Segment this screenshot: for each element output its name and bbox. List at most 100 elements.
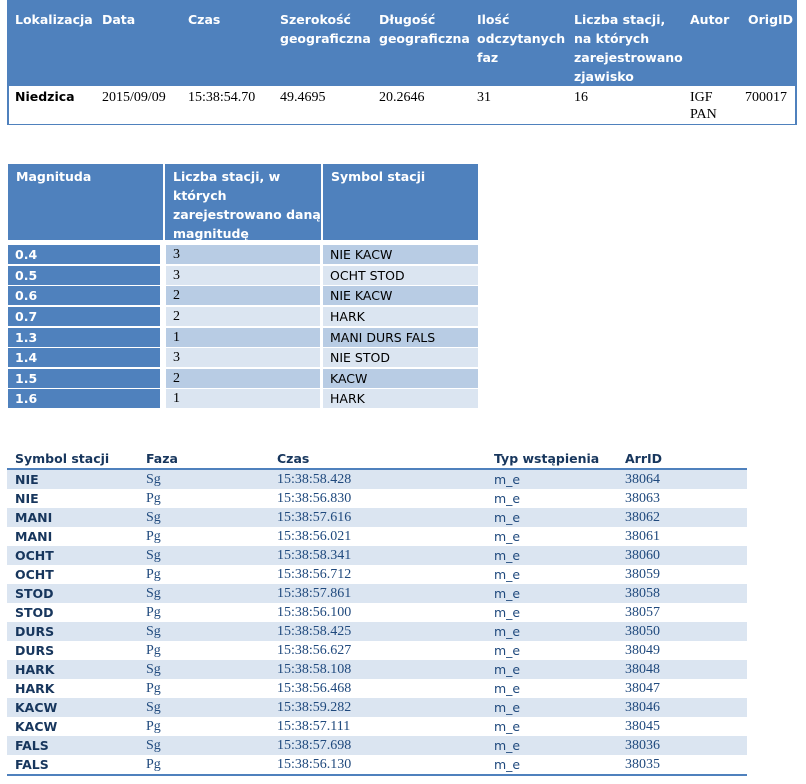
phase: Sg	[146, 586, 161, 601]
header-czas-arr: Czas	[277, 451, 310, 466]
arr-id: 38061	[625, 529, 660, 544]
magnitude-row: 1.6 1 HARK	[8, 389, 478, 408]
station-count: 1	[166, 328, 320, 347]
arrival-row: DURS Sg 15:38:58.425 m_e 38050	[7, 622, 747, 641]
station-symbols: NIE KACW	[323, 245, 478, 264]
arrival-row: FALS Sg 15:38:57.698 m_e 38036	[7, 736, 747, 755]
magnitude-row: 0.5 3 OCHT STOD	[8, 266, 478, 285]
station-symbol: NIE	[15, 472, 39, 487]
header-cell-magnituda: Magnituda	[8, 164, 163, 240]
station-symbol: FALS	[15, 738, 49, 753]
header-dlugosc: Długość geograficzna	[379, 12, 470, 46]
arrival-row: STOD Sg 15:38:57.861 m_e 38058	[7, 584, 747, 603]
arr-id: 38062	[625, 510, 660, 525]
station-symbols: NIE KACW	[323, 286, 478, 305]
station-symbol: STOD	[15, 586, 54, 601]
magnitude-header: Magnituda Liczba stacji, w których zarej…	[8, 164, 478, 241]
station-symbol: KACW	[15, 700, 58, 715]
magnitude-value: 1.3	[8, 328, 160, 347]
onset-type: m_e	[494, 472, 521, 487]
arr-id: 38036	[625, 738, 660, 753]
arrival-row: MANI Pg 15:38:56.021 m_e 38061	[7, 527, 747, 546]
arrival-time: 15:38:56.830	[277, 491, 352, 506]
station-symbol: DURS	[15, 624, 55, 639]
station-symbol: MANI	[15, 510, 53, 525]
station-symbol: NIE	[15, 491, 39, 506]
onset-type: m_e	[494, 586, 521, 601]
arrival-time: 15:38:56.468	[277, 681, 352, 696]
cell-lokalizacja: Niedzica	[15, 89, 75, 104]
header-czas: Czas	[188, 12, 221, 27]
phase: Sg	[146, 472, 161, 487]
arrivals-bottom-rule	[7, 774, 747, 776]
header-autor: Autor	[690, 12, 730, 27]
magnitude-value: 1.5	[8, 369, 160, 388]
arrival-row: OCHT Pg 15:38:56.712 m_e 38059	[7, 565, 747, 584]
station-symbols: HARK	[323, 307, 478, 326]
arr-id: 38046	[625, 700, 660, 715]
cell-origid: 700017	[745, 90, 787, 105]
arr-id: 38045	[625, 719, 660, 734]
station-count: 2	[166, 286, 320, 305]
header-origid: OrigID	[748, 12, 794, 27]
arrival-row: NIE Sg 15:38:58.428 m_e 38064	[7, 470, 747, 489]
cell-liczba-stacji: 16	[574, 90, 588, 105]
magnitude-value: 0.4	[8, 245, 160, 264]
arrivals-table: Symbol stacji Faza Czas Typ wstąpienia A…	[7, 448, 747, 776]
header-typ-wstapienia: Typ wstąpienia	[494, 451, 600, 466]
arrival-time: 15:38:58.108	[277, 662, 352, 677]
phase: Pg	[146, 681, 161, 696]
phase: Sg	[146, 624, 161, 639]
phase: Pg	[146, 491, 161, 506]
arrival-row: OCHT Sg 15:38:58.341 m_e 38060	[7, 546, 747, 565]
cell-data: 2015/09/09	[102, 90, 166, 105]
header-liczba-stacji: Liczba stacji, na których zarejestrowano…	[574, 12, 683, 84]
header-arrid: ArrID	[625, 451, 663, 466]
onset-type: m_e	[494, 738, 521, 753]
arrival-time: 15:38:58.341	[277, 548, 352, 563]
event-summary-header: Lokalizacja Data Czas Szerokość geografi…	[8, 1, 796, 85]
magnitude-value: 0.5	[8, 266, 160, 285]
station-symbol: MANI	[15, 529, 53, 544]
header-data: Data	[102, 12, 136, 27]
station-symbols: KACW	[323, 369, 478, 388]
station-symbol: OCHT	[15, 548, 54, 563]
onset-type: m_e	[494, 624, 521, 639]
station-count: 3	[166, 266, 320, 285]
arr-id: 38064	[625, 472, 660, 487]
header-ilosc-faz: Ilość odczytanych faz	[477, 12, 566, 65]
arrival-row: KACW Pg 15:38:57.111 m_e 38045	[7, 717, 747, 736]
arrival-time: 15:38:56.130	[277, 757, 352, 772]
phase: Pg	[146, 605, 161, 620]
onset-type: m_e	[494, 700, 521, 715]
arr-id: 38063	[625, 491, 660, 506]
arr-id: 38050	[625, 624, 660, 639]
magnitude-row: 0.7 2 HARK	[8, 307, 478, 326]
magnitude-row: 1.5 2 KACW	[8, 369, 478, 388]
arrival-time: 15:38:57.698	[277, 738, 352, 753]
magnitude-row: 1.3 1 MANI DURS FALS	[8, 328, 478, 347]
arrival-time: 15:38:59.282	[277, 700, 352, 715]
arrival-row: HARK Sg 15:38:58.108 m_e 38048	[7, 660, 747, 679]
magnitude-table: Magnituda Liczba stacji, w których zarej…	[8, 164, 478, 410]
arrival-time: 15:38:56.627	[277, 643, 352, 658]
station-symbol: STOD	[15, 605, 54, 620]
event-summary-table: Lokalizacja Data Czas Szerokość geografi…	[7, 0, 797, 125]
station-symbol: HARK	[15, 662, 55, 677]
arrival-row: KACW Sg 15:38:59.282 m_e 38046	[7, 698, 747, 717]
arrival-row: HARK Pg 15:38:56.468 m_e 38047	[7, 679, 747, 698]
arr-id: 38057	[625, 605, 660, 620]
arr-id: 38049	[625, 643, 660, 658]
arrival-time: 15:38:56.712	[277, 567, 352, 582]
cell-autor: IGF PAN	[690, 90, 717, 122]
event-summary-row: Niedzica 2015/09/09 15:38:54.70 49.4695 …	[9, 86, 795, 124]
station-count: 3	[166, 245, 320, 264]
arrival-time: 15:38:57.861	[277, 586, 352, 601]
magnitude-row: 0.4 3 NIE KACW	[8, 245, 478, 264]
magnitude-value: 0.6	[8, 286, 160, 305]
onset-type: m_e	[494, 719, 521, 734]
onset-type: m_e	[494, 510, 521, 525]
arr-id: 38048	[625, 662, 660, 677]
header-symbol-stacji: Symbol stacji	[331, 169, 426, 184]
arrival-row: NIE Pg 15:38:56.830 m_e 38063	[7, 489, 747, 508]
